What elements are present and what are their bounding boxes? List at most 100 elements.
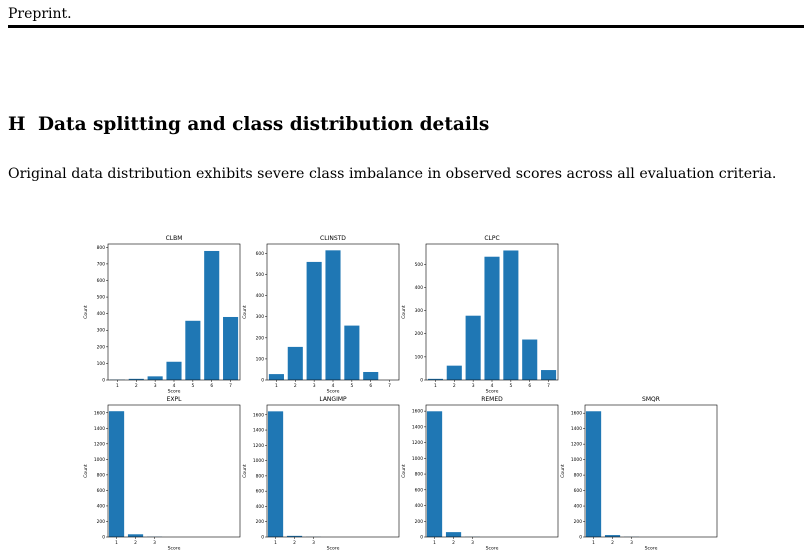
x-tick-label: 2 xyxy=(135,383,138,389)
y-tick-label: 300 xyxy=(415,308,424,314)
y-tick-label: 300 xyxy=(97,328,106,334)
body-paragraph: Original data distribution exhibits seve… xyxy=(8,166,777,182)
plot-frame xyxy=(584,404,718,538)
y-tick-label: 400 xyxy=(415,285,424,291)
chart-title: SMQR xyxy=(642,396,660,403)
bar-clpc-2 xyxy=(446,365,462,380)
y-axis-label: Count xyxy=(560,464,566,478)
x-tick-label: 7 xyxy=(388,383,391,389)
y-tick-label: 0 xyxy=(102,535,105,541)
y-tick-label: 400 xyxy=(97,503,106,509)
y-tick-label: 600 xyxy=(256,489,265,495)
y-tick-label: 600 xyxy=(415,487,424,493)
x-tick-label: 3 xyxy=(312,540,315,546)
y-tick-label: 400 xyxy=(415,503,424,509)
x-tick-label: 6 xyxy=(369,383,372,389)
chart-remed: REMED 1 2 3 0 200 400 600 800 1000 1200 1400 1600 Sco… xyxy=(401,396,559,552)
plot-frame xyxy=(266,404,400,538)
bar-clpc-1 xyxy=(427,378,443,380)
x-tick-label: 4 xyxy=(173,383,176,389)
x-tick-label: 4 xyxy=(491,383,494,389)
bar-clinstd-6 xyxy=(363,371,379,380)
x-tick-label: 2 xyxy=(452,540,455,546)
y-tick-label: 200 xyxy=(256,335,265,341)
y-tick-label: 1200 xyxy=(571,442,582,448)
y-tick-label: 200 xyxy=(256,519,265,525)
chart-smqr: SMQR 1 2 3 0 200 400 600 800 1000 1200 1400 1600 Scor… xyxy=(560,396,718,552)
chart-clinstd: CLINSTD 1 2 3 4 5 6 7 0 100 200 300 400 500 600 Score Co… xyxy=(242,235,400,395)
y-tick-label: 300 xyxy=(256,314,265,320)
chart-expl: EXPL 1 2 3 0 200 400 600 800 1000 1200 1400 1600 Scor… xyxy=(83,396,241,552)
y-tick-label: 1600 xyxy=(571,411,582,417)
section-number: H xyxy=(8,114,26,135)
bar-expl-1 xyxy=(108,411,125,537)
y-tick-label: 800 xyxy=(256,473,265,479)
y-tick-label: 0 xyxy=(579,535,582,541)
y-tick-label: 600 xyxy=(256,251,265,257)
x-tick-label: 1 xyxy=(433,540,436,546)
chart-langimp: LANGIMP 1 2 3 0 200 400 600 800 1000 1200 1400 1600 S… xyxy=(242,396,400,552)
y-tick-label: 200 xyxy=(97,344,106,350)
y-tick-label: 200 xyxy=(415,519,424,525)
plot-frame xyxy=(107,404,241,538)
y-tick-label: 1200 xyxy=(94,441,105,447)
bar-clbm-3 xyxy=(147,376,163,380)
bar-clbm-5 xyxy=(185,320,201,380)
y-tick-label: 0 xyxy=(420,378,423,384)
chart-title: EXPL xyxy=(167,396,183,403)
x-tick-label: 5 xyxy=(191,383,194,389)
y-tick-label: 1200 xyxy=(253,443,264,449)
x-tick-label: 1 xyxy=(116,383,119,389)
y-tick-label: 0 xyxy=(261,378,264,384)
y-tick-label: 800 xyxy=(574,473,583,479)
bar-langimp-1 xyxy=(267,411,284,537)
y-tick-label: 200 xyxy=(97,519,106,525)
x-axis-label: Score xyxy=(168,546,181,552)
y-tick-label: 800 xyxy=(97,472,106,478)
y-tick-label: 600 xyxy=(97,488,106,494)
chart-clpc: CLPC 1 2 3 4 5 6 7 0 100 200 300 400 500 Score Count xyxy=(401,235,559,395)
bar-langimp-2 xyxy=(286,535,303,537)
x-tick-label: 3 xyxy=(313,383,316,389)
x-axis-label: Score xyxy=(327,389,340,395)
y-axis-label: Count xyxy=(242,305,248,319)
running-head: Preprint. xyxy=(8,6,72,22)
plot-frame xyxy=(425,404,559,538)
bar-clbm-4 xyxy=(166,361,182,380)
section-heading: H Data splitting and class distribution d… xyxy=(8,114,489,135)
x-tick-label: 3 xyxy=(472,383,475,389)
y-tick-label: 200 xyxy=(574,519,583,525)
x-tick-label: 1 xyxy=(275,383,278,389)
y-tick-label: 1400 xyxy=(94,426,105,432)
y-tick-label: 100 xyxy=(256,356,265,362)
y-tick-label: 700 xyxy=(97,261,106,267)
x-tick-label: 1 xyxy=(115,540,118,546)
x-axis-label: Score xyxy=(486,546,499,552)
bar-clbm-7 xyxy=(223,316,239,380)
y-tick-label: 200 xyxy=(415,331,424,337)
x-tick-label: 2 xyxy=(134,540,137,546)
header-rule xyxy=(8,25,804,28)
y-tick-label: 100 xyxy=(97,361,106,367)
y-tick-label: 1400 xyxy=(253,428,264,434)
y-tick-label: 1400 xyxy=(412,424,423,430)
bar-clinstd-5 xyxy=(344,325,360,380)
y-tick-label: 0 xyxy=(102,378,105,384)
x-tick-label: 6 xyxy=(210,383,213,389)
x-tick-label: 3 xyxy=(471,540,474,546)
bar-clpc-3 xyxy=(465,315,481,380)
x-axis-label: Score xyxy=(168,389,181,395)
y-tick-label: 1200 xyxy=(412,440,423,446)
y-tick-label: 1000 xyxy=(94,457,105,463)
chart-title: REMED xyxy=(481,396,503,403)
y-tick-label: 1600 xyxy=(253,412,264,418)
chart-title: CLINSTD xyxy=(320,235,346,242)
y-tick-label: 400 xyxy=(97,311,106,317)
y-tick-label: 500 xyxy=(256,272,265,278)
section-title: Data splitting and class distribution de… xyxy=(38,114,490,135)
x-tick-label: 5 xyxy=(350,383,353,389)
x-tick-label: 6 xyxy=(528,383,531,389)
y-axis-label: Count xyxy=(401,464,407,478)
y-axis-label: Count xyxy=(83,464,89,478)
y-tick-label: 1000 xyxy=(571,457,582,463)
